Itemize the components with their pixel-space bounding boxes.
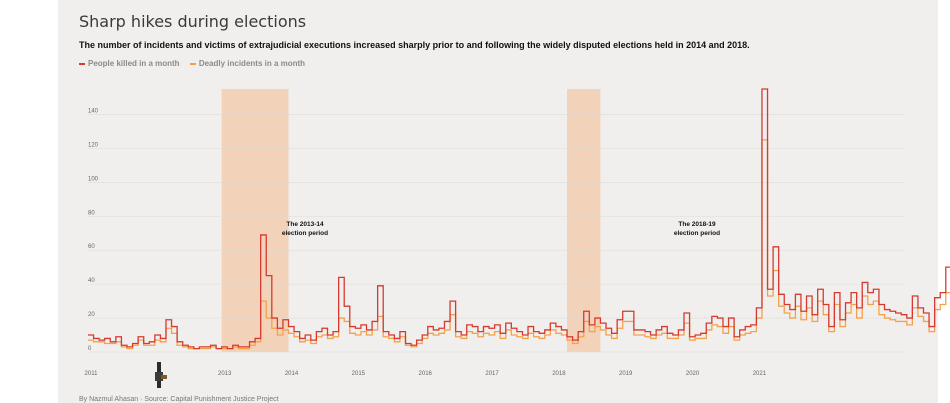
annotation-election-1-line2: election period (282, 230, 328, 237)
chart-card (58, 0, 938, 403)
chart-subtitle: The number of incidents and victims of e… (79, 40, 750, 50)
y-axis-ticks: 0 20 40 60 80 100 120 140 (88, 108, 99, 352)
x-tick-2021: 2021 (753, 371, 767, 377)
annotations: The 2013-14 election period The 2018-19 ele… (282, 221, 720, 237)
x-tick-2013: 2013 (218, 371, 232, 377)
legend-swatch-red (79, 62, 85, 65)
x-tick-2016: 2016 (419, 371, 433, 377)
source-credit: By Nazmul Ahasan · Source: Capital Punis… (79, 396, 279, 403)
x-axis-ticks: 2011 2013 2014 2015 2016 2017 2018 2019 2020 2021 (85, 371, 767, 377)
gridlines (88, 114, 905, 353)
x-tick-2020: 2020 (686, 371, 700, 377)
highlight-band-1 (221, 89, 289, 352)
x-tick-2019: 2019 (619, 371, 633, 377)
legend-label-people-killed: People killed in a month (88, 59, 180, 68)
y-tick-80: 80 (88, 210, 95, 216)
legend-swatch-orange (189, 62, 196, 65)
x-tick-2014: 2014 (285, 371, 299, 377)
highlight-band-2 (567, 89, 601, 352)
y-tick-100: 100 (88, 176, 99, 182)
y-tick-20: 20 (88, 312, 95, 318)
y-tick-40: 40 (88, 278, 95, 284)
chart-title: Sharp hikes during elections (79, 12, 307, 31)
series-lines (88, 88, 950, 350)
y-tick-120: 120 (88, 142, 99, 148)
annotation-election-2-line2: election period (674, 230, 720, 237)
y-tick-60: 60 (88, 244, 95, 250)
annotation-election-2-line1: The 2018-19 (678, 221, 716, 228)
annotation-election-1-line1: The 2013-14 (286, 221, 324, 228)
legend: People killed in a month Deadly incident… (79, 59, 313, 68)
x-tick-2018: 2018 (552, 371, 566, 377)
y-tick-0: 0 (88, 346, 92, 352)
x-tick-2015: 2015 (352, 371, 366, 377)
x-tick-2011: 2011 (85, 371, 99, 377)
series-line-deadly-incidents (88, 139, 950, 350)
y-tick-140: 140 (88, 108, 99, 114)
highlight-bands (221, 89, 601, 352)
legend-label-deadly-incidents: Deadly incidents in a month (198, 59, 306, 68)
series-line-people-killed (88, 88, 950, 350)
legend-item-deadly-incidents: Deadly incidents in a month (189, 59, 306, 68)
x-tick-2017: 2017 (485, 371, 499, 377)
legend-item-people-killed: People killed in a month (79, 59, 180, 68)
gun-icon (155, 362, 167, 388)
